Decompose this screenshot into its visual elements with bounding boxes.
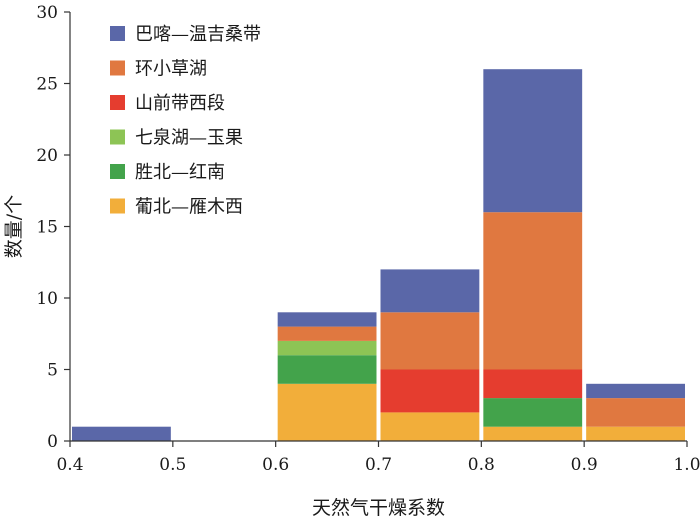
legend-swatch xyxy=(110,164,125,179)
legend-label: 葡北—雁木西 xyxy=(135,197,243,218)
legend-swatch xyxy=(110,95,125,110)
bar-segment-bin2-series3 xyxy=(380,369,480,413)
x-tick-label: 1.0 xyxy=(673,455,700,475)
bar-segment-bin3-series0 xyxy=(483,426,583,441)
bar-segment-bin2-series5 xyxy=(380,269,480,313)
x-axis-title: 天然气干燥系数 xyxy=(312,497,445,519)
y-tick-label: 30 xyxy=(36,3,58,23)
bar-segment-bin1-series4 xyxy=(277,326,377,341)
y-axis-title: 数量/个 xyxy=(3,195,25,258)
bar-segment-bin1-series1 xyxy=(277,355,377,384)
bar-segment-bin0-series5 xyxy=(72,426,171,441)
y-tick-label: 5 xyxy=(47,361,58,381)
y-ticks: 0 5 10 15 20 25 30 xyxy=(36,3,70,452)
bar-segment-bin4-series0 xyxy=(586,426,685,441)
bar-segment-bin1-series5 xyxy=(277,312,377,327)
bars-layer xyxy=(72,69,685,441)
x-tick-label: 0.6 xyxy=(262,455,289,475)
legend-swatch xyxy=(110,129,125,145)
x-tick-label: 0.9 xyxy=(571,455,598,475)
bar-segment-bin3-series4 xyxy=(483,212,583,370)
x-ticks: 0.4 0.5 0.6 0.7 0.8 0.9 1.0 xyxy=(56,441,700,475)
legend-label: 山前带西段 xyxy=(135,93,225,114)
y-tick-label: 25 xyxy=(36,75,58,95)
legend-swatch xyxy=(110,198,125,214)
legend-label: 巴喀—温吉桑带 xyxy=(135,24,261,45)
legend-label: 环小草湖 xyxy=(135,59,207,80)
bar-segment-bin4-series4 xyxy=(586,398,685,427)
bar-segment-bin3-series1 xyxy=(483,398,583,427)
legend-swatch xyxy=(110,26,125,41)
legend-label: 七泉湖—玉果 xyxy=(135,128,243,149)
x-tick-label: 0.8 xyxy=(468,455,495,475)
bar-segment-bin3-series5 xyxy=(483,69,583,213)
y-tick-label: 20 xyxy=(36,146,58,166)
y-tick-label: 15 xyxy=(36,218,58,238)
bar-segment-bin1-series0 xyxy=(277,383,377,441)
bar-segment-bin3-series3 xyxy=(483,369,583,399)
y-tick-label: 0 xyxy=(47,432,58,452)
legend-label: 胜北—红南 xyxy=(135,162,225,183)
x-tick-label: 0.7 xyxy=(365,455,392,475)
legend-swatch xyxy=(110,60,125,76)
bar-segment-bin2-series4 xyxy=(380,312,480,370)
y-tick-label: 10 xyxy=(36,289,58,309)
bar-segment-bin4-series5 xyxy=(586,383,685,399)
x-tick-label: 0.4 xyxy=(56,455,83,475)
x-tick-label: 0.5 xyxy=(159,455,186,475)
bar-segment-bin2-series0 xyxy=(380,412,480,441)
bar-segment-bin1-series2 xyxy=(277,340,377,356)
